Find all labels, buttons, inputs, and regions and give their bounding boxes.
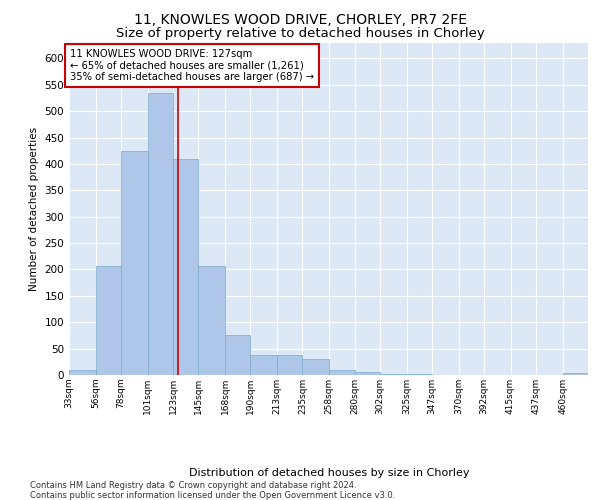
Bar bbox=[563, 374, 588, 375]
Bar bbox=[121, 150, 148, 375]
Text: 11 KNOWLES WOOD DRIVE: 127sqm
← 65% of detached houses are smaller (1,261)
35% o: 11 KNOWLES WOOD DRIVE: 127sqm ← 65% of d… bbox=[70, 49, 314, 82]
Bar bbox=[148, 92, 173, 375]
Text: Size of property relative to detached houses in Chorley: Size of property relative to detached ho… bbox=[116, 28, 484, 40]
Bar bbox=[302, 359, 329, 375]
Bar bbox=[69, 370, 95, 375]
Y-axis label: Number of detached properties: Number of detached properties bbox=[29, 126, 39, 291]
Bar bbox=[250, 356, 277, 375]
Bar bbox=[199, 266, 225, 375]
Bar bbox=[277, 356, 302, 375]
Bar bbox=[225, 336, 250, 375]
Bar bbox=[355, 372, 380, 375]
Bar bbox=[329, 370, 355, 375]
Bar bbox=[407, 374, 432, 375]
Text: 11, KNOWLES WOOD DRIVE, CHORLEY, PR7 2FE: 11, KNOWLES WOOD DRIVE, CHORLEY, PR7 2FE bbox=[133, 12, 467, 26]
Text: Contains HM Land Registry data © Crown copyright and database right 2024.: Contains HM Land Registry data © Crown c… bbox=[30, 481, 356, 490]
Bar bbox=[380, 374, 407, 375]
Text: Distribution of detached houses by size in Chorley: Distribution of detached houses by size … bbox=[188, 468, 469, 477]
Bar bbox=[95, 266, 121, 375]
Text: Contains public sector information licensed under the Open Government Licence v3: Contains public sector information licen… bbox=[30, 491, 395, 500]
Bar bbox=[173, 158, 199, 375]
